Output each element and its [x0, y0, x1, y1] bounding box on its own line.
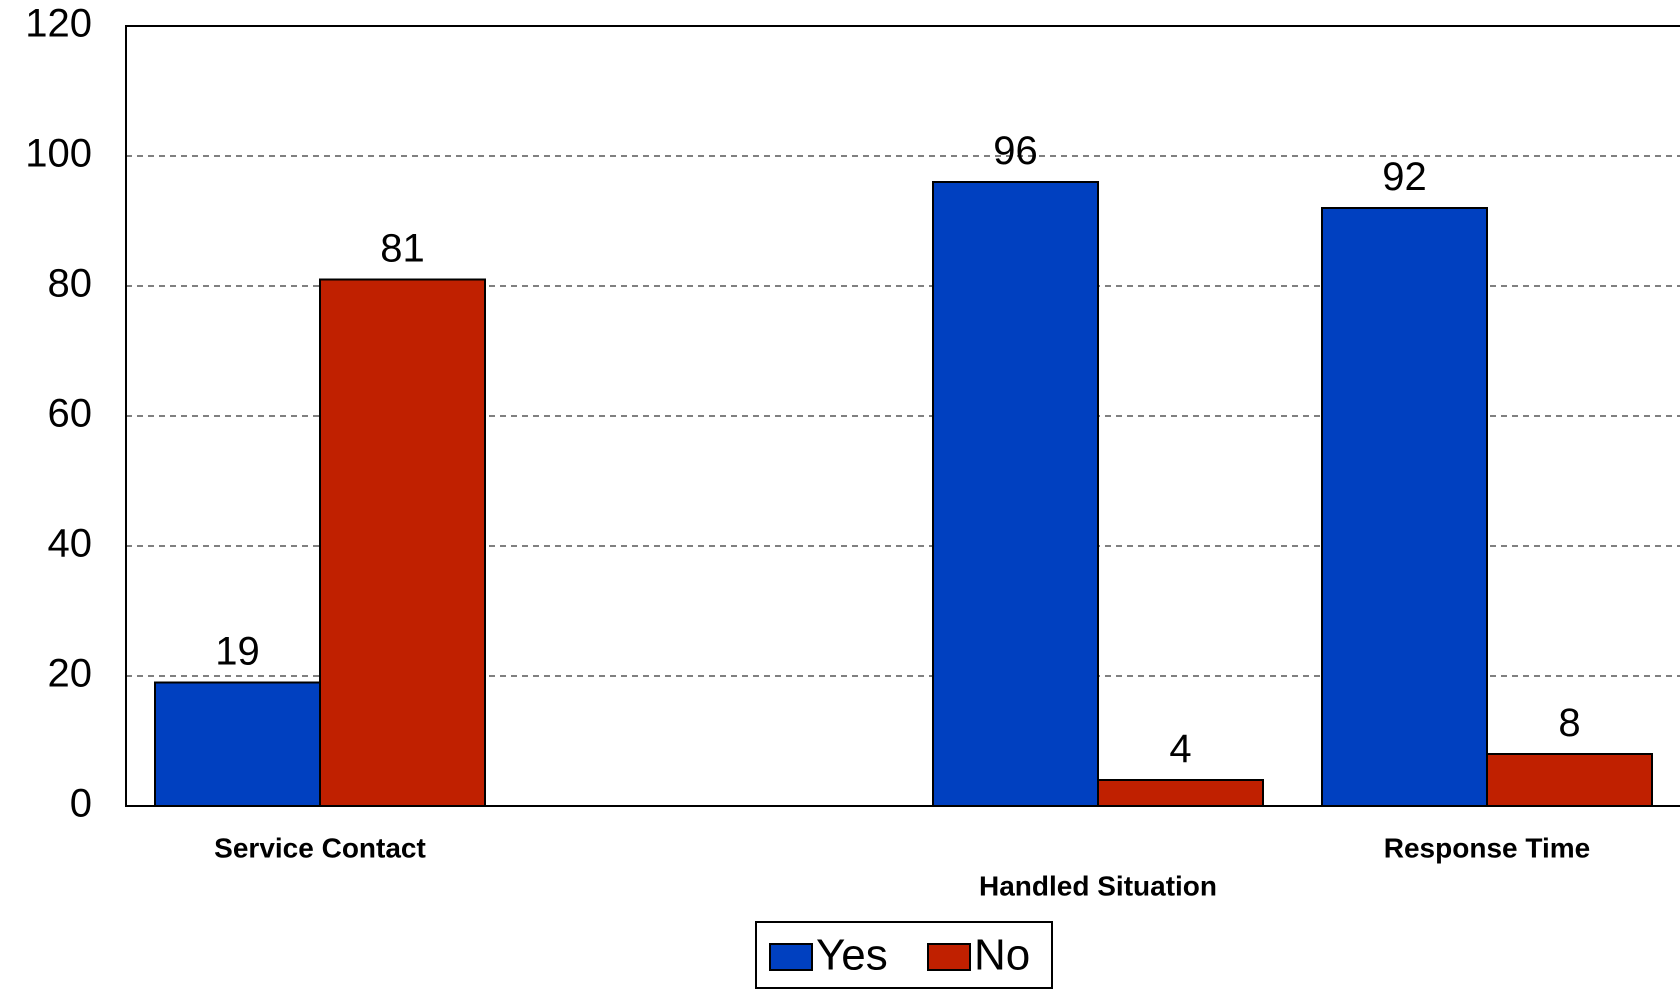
y-tick-label: 60: [48, 392, 93, 436]
legend: Yes No: [755, 921, 1053, 989]
data-label: 8: [1558, 701, 1580, 745]
bar-yes-service-contact: [154, 681, 321, 807]
y-tick-label: 0: [70, 782, 92, 826]
bars: [154, 181, 1653, 807]
y-tick-label: 120: [25, 2, 92, 46]
y-tick-label: 100: [25, 132, 92, 176]
bar-no-response-time: [1486, 753, 1653, 807]
bar-no-service-contact: [319, 278, 486, 807]
data-label: 81: [380, 227, 425, 271]
legend-label-no: No: [974, 931, 1030, 980]
category-label: Handled Situation: [979, 870, 1217, 901]
bar-no-handled-situation: [1097, 779, 1264, 807]
legend-label-yes: Yes: [816, 931, 888, 980]
category-label: Response Time: [1384, 832, 1590, 863]
legend-box: [755, 921, 1053, 989]
y-tick-label: 20: [48, 652, 93, 696]
data-label: 96: [993, 129, 1038, 173]
data-label: 19: [215, 630, 260, 674]
legend-swatch-yes: [769, 943, 813, 971]
legend-swatch-no: [927, 943, 971, 971]
y-axis-ticks: 0 20 40 60 80 100 120: [25, 2, 92, 826]
y-tick-label: 40: [48, 522, 93, 566]
data-label: 92: [1382, 155, 1427, 199]
bar-yes-handled-situation: [932, 181, 1099, 807]
data-label: 4: [1169, 727, 1191, 771]
category-labels: Service Contact Handled Situation Response…: [214, 832, 1590, 901]
y-tick-label: 80: [48, 262, 93, 306]
bar-yes-response-time: [1321, 207, 1488, 807]
plot-area-frame: [125, 25, 1680, 807]
data-labels: 19 81 96 4 92 8: [215, 129, 1580, 771]
category-label: Service Contact: [214, 832, 426, 863]
